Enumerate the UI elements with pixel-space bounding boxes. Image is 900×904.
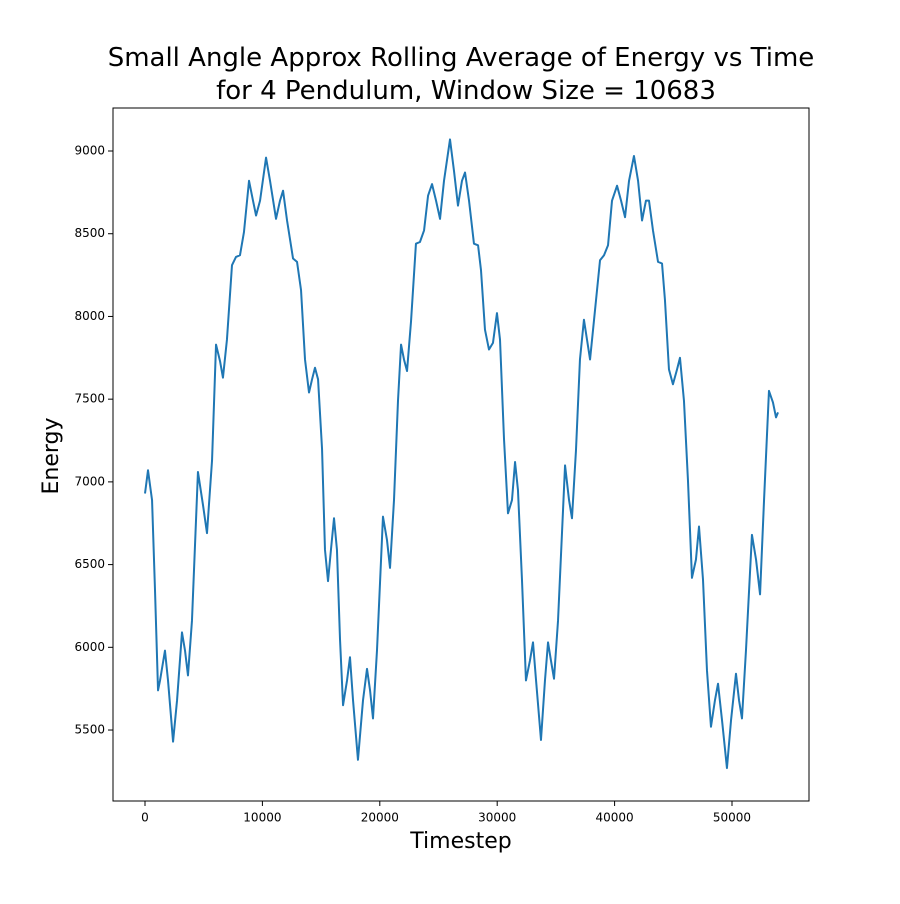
y-tick-label: 8500 [74,226,105,240]
data-line [144,138,779,770]
y-tick-label: 5500 [74,723,105,737]
x-tick-label: 0 [141,811,149,825]
y-tick-label: 7000 [74,474,105,488]
plot-frame [112,107,810,802]
y-tick-label: 8000 [74,309,105,323]
x-tick-label: 50000 [713,811,751,825]
y-axis-label: Energy [39,417,64,494]
chart-title: for 4 Pendulum, Window Size = 10683 [216,76,716,106]
x-axis-label: Timestep [409,829,511,854]
x-tick-label: 40000 [595,811,633,825]
y-tick-label: 9000 [74,144,105,158]
x-tick-label: 20000 [361,811,399,825]
chart-title: Small Angle Approx Rolling Average of En… [108,43,815,73]
x-tick-label: 10000 [243,811,281,825]
y-tick-label: 7500 [74,392,105,406]
y-tick-label: 6500 [74,557,105,571]
y-tick-label: 6000 [74,640,105,654]
x-tick-label: 30000 [478,811,516,825]
